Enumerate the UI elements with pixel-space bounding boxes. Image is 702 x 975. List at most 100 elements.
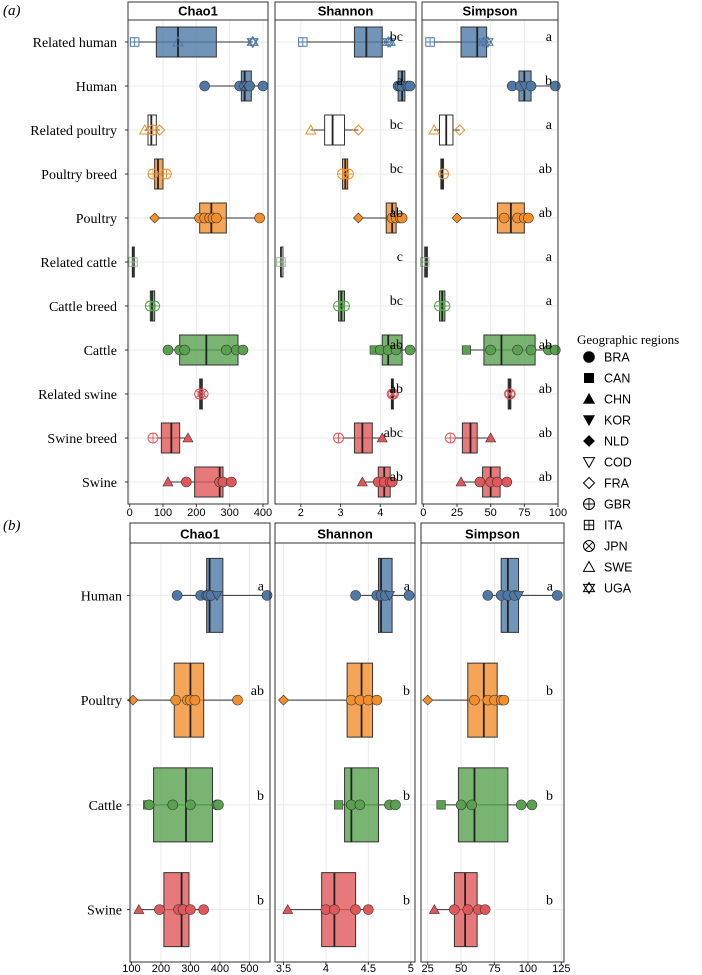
box-iqr [353, 422, 373, 454]
box-swine-breed-simpson [450, 422, 491, 454]
significance-letter-swine: ab [390, 470, 403, 485]
point-swine-breed-chn [376, 432, 388, 443]
legend-label-fra: FRA [604, 477, 630, 491]
legend-key-chn [582, 392, 596, 404]
point-cattle-bra [515, 799, 527, 811]
legend-label-jpn: JPN [604, 540, 628, 554]
point-swine-bra [350, 904, 361, 915]
legend-key-bg-fra [582, 476, 596, 490]
point-poultry-bra [371, 694, 383, 706]
facet-title-chao1: Chao1 [178, 4, 218, 19]
plot-frame [274, 542, 416, 963]
significance-letter-swine: b [403, 894, 410, 909]
point-swine-breed-chn [182, 432, 194, 443]
plot-background [421, 543, 564, 962]
point-related-human-swe [172, 35, 184, 47]
point-cattle-bra [390, 344, 402, 356]
tick-label-3-5: 3.5 [276, 963, 291, 975]
point-poultry-bra [498, 694, 510, 706]
facet-b-shannon: Shannon a b b b 3.5 4 4.5 5 [274, 522, 416, 975]
significance-letter-poultry-breed: ab [539, 162, 552, 177]
point-swine-breed-gbr [147, 432, 159, 444]
point-human-bra [482, 590, 494, 601]
point-swine-breed-gbr [444, 432, 456, 444]
point-poultry-nld [451, 212, 463, 224]
box-iqr [153, 767, 214, 843]
point-related-poultry-fra [352, 124, 365, 136]
legend-key-cod [582, 457, 596, 469]
point-related-human-uga [384, 36, 397, 48]
point-swine-bra [386, 476, 398, 488]
significance-letter-swine-breed: ab [539, 426, 552, 441]
box-iqr [353, 26, 383, 58]
point-human-bra [404, 80, 416, 92]
point-cattle-breed-gbr [339, 300, 351, 312]
legend-label-kor: KOR [604, 414, 631, 428]
category-label-human: Human [76, 80, 117, 95]
category-label-related-poultry: Related poultry [30, 124, 117, 139]
point-swine-chn [162, 476, 174, 487]
point-swine-bra [449, 904, 460, 915]
point-poultry-bra [189, 694, 201, 706]
point-cattle-breed-gbr [439, 300, 451, 312]
point-related-swine-jpn [197, 388, 209, 400]
legend-label-chn: CHN [604, 393, 631, 407]
legend-key-can [584, 373, 594, 383]
point-poultry-bra [523, 212, 534, 224]
tick-label-400: 400 [254, 507, 272, 519]
point-cattle-bra [354, 799, 366, 811]
significance-letter-poultry: ab [390, 206, 403, 221]
tick-label-100: 100 [549, 507, 567, 519]
tick-label-75: 75 [518, 507, 530, 519]
category-label-cattle-breed: Cattle breed [49, 300, 117, 315]
legend-key-bg-cod [582, 455, 596, 469]
point-cattle-bra [237, 344, 249, 356]
facet-title-shannon: Shannon [317, 527, 373, 542]
point-swine-chn [133, 904, 145, 914]
point-cattle-bra [512, 344, 523, 356]
significance-letter-poultry: b [403, 684, 410, 699]
box-iqr [324, 114, 346, 146]
point-human-kor [384, 591, 396, 601]
category-label-human: Human [81, 589, 122, 604]
point-cattle-breed-gbr [149, 300, 161, 312]
tick-label-0: 0 [127, 507, 133, 519]
point-related-poultry-fra [153, 124, 166, 136]
legend-key-jpn [583, 540, 595, 552]
legend-key-bg-swe [582, 560, 596, 574]
panel-b-label: (b) [3, 518, 21, 534]
point-poultry-breed-gbr [147, 168, 159, 180]
tick-label-125: 125 [552, 963, 570, 975]
point-poultry-breed-gbr [342, 168, 354, 180]
legend-label-bra: BRA [604, 351, 630, 365]
significance-letter-poultry: ab [251, 684, 264, 699]
point-swine-bra [479, 904, 491, 915]
point-swine-bra [363, 904, 374, 915]
facet-title-simpson: Simpson [465, 527, 520, 542]
box-related-human-shannon [302, 26, 391, 58]
legend: Geographic regions BRA CAN CHN KOR NLD COD FRA… [577, 332, 679, 596]
significance-letter-cattle-breed: a [546, 294, 553, 309]
point-related-human-ita [129, 37, 140, 47]
legend-label-ita: ITA [604, 519, 623, 533]
tick-label-500: 500 [240, 963, 258, 975]
point-poultry-bra [254, 212, 265, 224]
significance-letter-poultry-breed: bc [390, 162, 403, 177]
point-related-swine-jpn [194, 388, 206, 400]
category-label-cattle: Cattle [84, 344, 117, 359]
point-human-bra [552, 590, 563, 601]
point-cattle-bra [526, 799, 538, 811]
point-cattle-can [334, 800, 344, 810]
tick-label-4: 4 [323, 963, 329, 975]
significance-letter-swine-breed: abc [384, 426, 403, 441]
point-swine-bra [198, 904, 209, 915]
significance-letter-cattle: b [257, 789, 264, 804]
legend-key-kor [582, 415, 596, 427]
legend-label-nld: NLD [604, 435, 629, 449]
tick-label-50: 50 [485, 507, 497, 519]
tick-label-100: 100 [519, 963, 537, 975]
point-related-poultry-swe [428, 123, 440, 135]
tick-label-4: 4 [377, 507, 383, 519]
